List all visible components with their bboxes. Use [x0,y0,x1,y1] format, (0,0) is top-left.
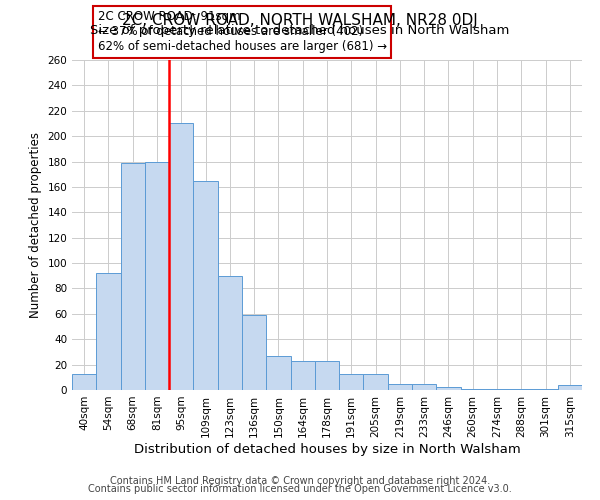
Bar [436,388,461,390]
X-axis label: Distribution of detached houses by size in North Walsham: Distribution of detached houses by size … [134,442,520,456]
Bar [121,163,145,390]
Bar [290,361,315,390]
Text: 2C, CROW ROAD, NORTH WALSHAM, NR28 0DJ: 2C, CROW ROAD, NORTH WALSHAM, NR28 0DJ [122,12,478,28]
Bar [461,388,485,390]
Text: Size of property relative to detached houses in North Walsham: Size of property relative to detached ho… [91,24,509,37]
Bar [485,388,509,390]
Bar [533,388,558,390]
Bar [96,273,121,390]
Bar [364,374,388,390]
Bar [558,385,582,390]
Bar [412,384,436,390]
Text: Contains public sector information licensed under the Open Government Licence v3: Contains public sector information licen… [88,484,512,494]
Bar [242,315,266,390]
Bar [266,356,290,390]
Bar [218,276,242,390]
Bar [193,180,218,390]
Bar [509,388,533,390]
Text: Contains HM Land Registry data © Crown copyright and database right 2024.: Contains HM Land Registry data © Crown c… [110,476,490,486]
Bar [72,374,96,390]
Bar [169,124,193,390]
Bar [145,162,169,390]
Bar [315,361,339,390]
Bar [339,374,364,390]
Y-axis label: Number of detached properties: Number of detached properties [29,132,42,318]
Bar [388,384,412,390]
Text: 2C CROW ROAD: 91sqm
← 37% of detached houses are smaller (402)
62% of semi-detac: 2C CROW ROAD: 91sqm ← 37% of detached ho… [97,10,386,54]
